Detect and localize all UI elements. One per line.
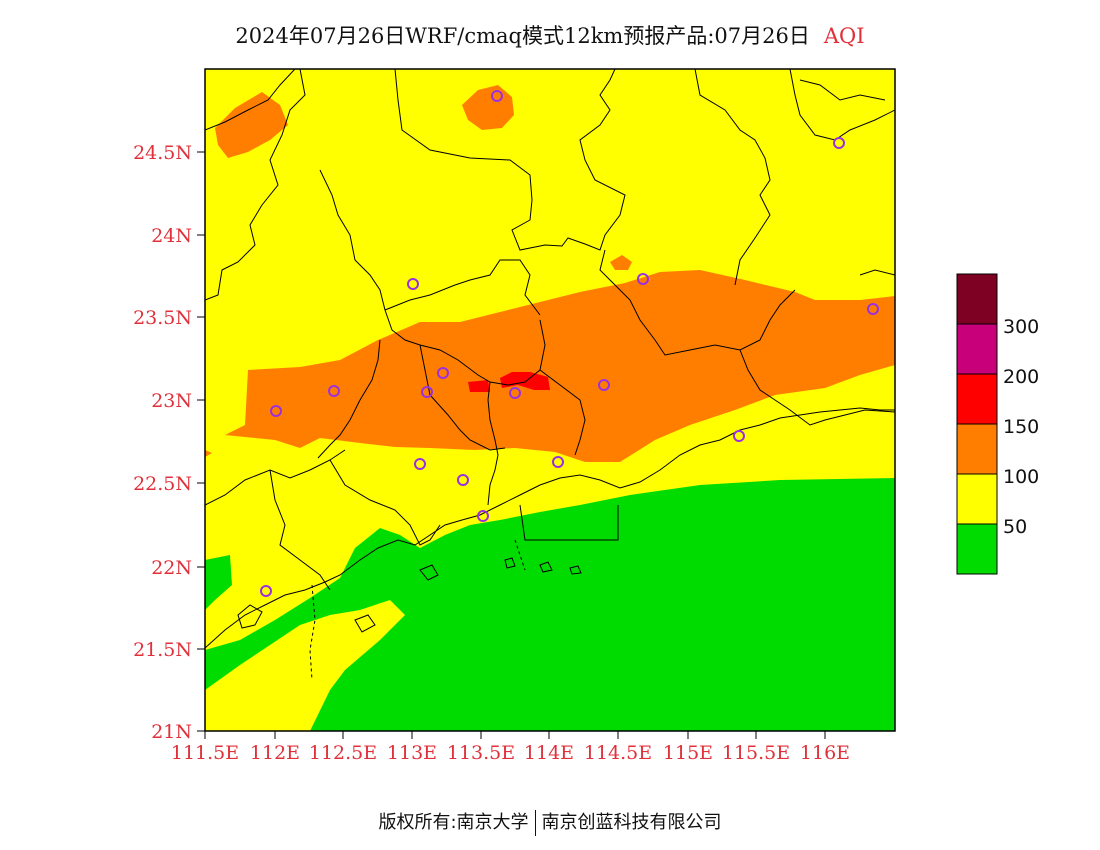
border-west-1 [205,69,306,301]
footer-company: 南京创蓝科技有限公司 [541,812,722,833]
border-central-6 [539,369,586,456]
aqi-usg-blob-northwest [215,92,288,158]
station-markers [260,90,879,597]
y-tick-label: 24.5N [133,142,192,164]
legend-labels: 50 100 150 200 300 [1003,316,1039,538]
station-marker [867,303,879,315]
legend-label: 50 [1003,516,1027,538]
island-4 [504,557,516,569]
y-tick-label: 23.5N [133,307,192,329]
legend-swatch-good [956,523,998,575]
station-marker [407,278,419,290]
legend-swatch-unhealthy [956,373,998,425]
map-title: 2024年07月26日WRF/cmaq模式12km预报产品:07月26日 AQI [0,20,1100,50]
x-tick-label: 114E [524,742,574,764]
station-marker [509,387,521,399]
border-east-1 [599,249,796,356]
footer-separator [534,810,536,836]
x-axis-ticks [204,731,826,739]
dashed-line-1 [309,584,316,681]
hk-boundary [519,504,619,541]
border-east-3 [859,269,895,276]
x-tick-label: 113.5E [447,742,515,764]
x-tick-label: 116E [800,742,850,764]
aqi-good-area [205,478,895,731]
x-tick-label: 111.5E [171,742,239,764]
legend-swatch-very-unhealthy [956,323,998,375]
station-marker [637,273,649,285]
x-tick-label: 114.5E [584,742,652,764]
footer-owner: 版权所有:南京大学 [378,812,529,833]
x-tick-label: 112.5E [309,742,377,764]
x-tick-label: 113E [387,742,437,764]
aqi-usg-blob-edge [205,450,212,457]
legend-label: 100 [1003,466,1039,488]
border-central-1 [319,169,546,386]
legend-swatch-usg [956,423,998,475]
station-marker [491,90,503,102]
aqi-usg-band [225,270,895,462]
station-marker [477,510,489,522]
station-marker [437,367,449,379]
y-tick-label: 23N [151,390,192,412]
y-tick-label: 21N [151,721,192,743]
island-2 [354,614,376,633]
border-south-central [329,459,441,546]
y-tick-label: 22N [151,557,192,579]
aqi-unhealthy-patch-1 [468,380,490,392]
y-tick-label: 24N [151,225,192,247]
y-tick-label: 21.5N [133,639,192,661]
island-1 [419,564,439,581]
island-6 [569,565,582,575]
border-west-south [205,449,346,506]
station-marker [598,379,610,391]
island-5 [539,561,553,573]
x-tick-label: 115E [663,742,713,764]
aqi-field [205,69,895,731]
province-border-north [205,69,296,131]
border-central-4 [419,344,506,451]
station-marker [833,137,845,149]
title-main: 2024年07月26日WRF/cmaq模式12km预报产品:07月26日 [235,24,810,48]
border-west-south-2 [269,469,331,591]
legend-label: 200 [1003,366,1039,388]
aqi-unhealthy-patch-2 [500,372,550,390]
station-marker [421,386,433,398]
station-marker [457,474,469,486]
station-marker [270,405,282,417]
station-marker [414,458,426,470]
x-tick-label: 115.5E [722,742,790,764]
y-axis-ticks [197,151,205,732]
border-northeast-2 [799,79,886,101]
aqi-usg-blob-small [610,255,632,270]
border-central-3 [317,339,381,459]
legend-swatch-hazardous [956,273,998,325]
x-tick-label: 112E [250,742,300,764]
legend-colorbar [956,273,998,575]
y-tick-labels: 21N 21.5N 22N 22.5N 23N 23.5N 24N 24.5N [133,142,192,743]
border-east-2 [739,349,895,426]
island-3 [237,604,263,629]
border-north-2 [394,69,626,251]
coastline [205,407,895,649]
title-variable: AQI [823,24,865,48]
legend-label: 300 [1003,316,1039,338]
dashed-line-2 [514,539,526,571]
station-marker [260,585,272,597]
station-marker [552,456,564,468]
station-marker [328,385,340,397]
station-marker [733,430,745,442]
legend-label: 150 [1003,416,1039,438]
copyright-footer: 版权所有:南京大学 南京创蓝科技有限公司 [0,808,1100,836]
x-tick-labels: 111.5E 112E 112.5E 113E 113.5E 114E 114.… [171,742,850,764]
border-north-3 [694,69,771,286]
boundary-lines [205,69,895,681]
border-northeast [789,69,895,141]
border-central-2 [384,259,541,316]
y-tick-label: 22.5N [133,473,192,495]
border-central-5 [487,381,499,506]
legend-swatch-moderate [956,473,998,525]
